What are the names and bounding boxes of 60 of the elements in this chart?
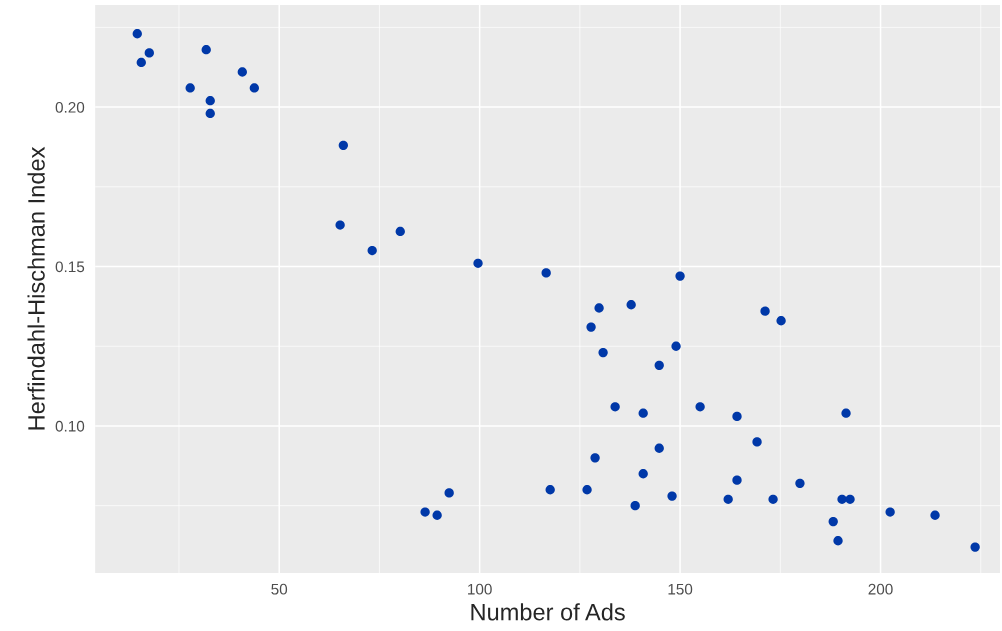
- point: [590, 453, 600, 463]
- point: [205, 96, 215, 106]
- point: [828, 516, 838, 527]
- point: [367, 245, 377, 256]
- y-tick-label: 0.20: [55, 101, 85, 113]
- y-tick-label: 0.15: [55, 261, 85, 273]
- y-tick-label: 0.10: [55, 420, 85, 432]
- point: [752, 437, 762, 447]
- point: [837, 494, 847, 504]
- point: [185, 83, 195, 93]
- point: [671, 341, 681, 351]
- point: [638, 408, 648, 418]
- x-tick-label: 150: [668, 583, 693, 595]
- point: [432, 510, 442, 520]
- point: [610, 402, 620, 412]
- point: [760, 306, 770, 316]
- point: [695, 402, 705, 412]
- point: [205, 108, 215, 119]
- point: [732, 411, 742, 422]
- point: [723, 494, 733, 504]
- x-tick-label: 200: [868, 583, 893, 595]
- point: [768, 494, 778, 504]
- point: [885, 507, 895, 517]
- point: [598, 347, 608, 358]
- point: [841, 408, 851, 418]
- point: [795, 478, 805, 489]
- point: [845, 494, 855, 504]
- point: [335, 220, 345, 230]
- x-axis-title: Number of Ads: [471, 603, 625, 621]
- point: [586, 322, 596, 332]
- y-axis-title: Herfindahl-Hischman Index: [27, 146, 45, 430]
- point: [630, 501, 640, 511]
- point: [626, 300, 636, 310]
- point: [930, 510, 940, 520]
- point: [732, 475, 742, 485]
- point: [395, 226, 405, 237]
- point: [582, 485, 592, 495]
- point: [667, 491, 677, 501]
- point: [237, 67, 247, 77]
- point: [594, 303, 604, 313]
- point: [144, 48, 154, 58]
- point: [545, 485, 555, 495]
- point: [541, 268, 551, 278]
- point: [675, 271, 685, 281]
- point: [132, 29, 142, 39]
- point: [638, 469, 648, 479]
- point: [249, 83, 259, 93]
- point: [776, 316, 786, 326]
- point: [654, 360, 664, 371]
- point: [420, 507, 430, 517]
- point: [473, 258, 483, 268]
- point: [136, 57, 146, 68]
- point: [970, 542, 980, 552]
- point: [833, 536, 843, 546]
- point: [444, 488, 454, 498]
- x-tick-label: 100: [468, 583, 492, 595]
- point: [654, 443, 664, 453]
- x-tick-label: 50: [271, 583, 288, 595]
- point: [338, 140, 348, 151]
- point: [201, 45, 211, 55]
